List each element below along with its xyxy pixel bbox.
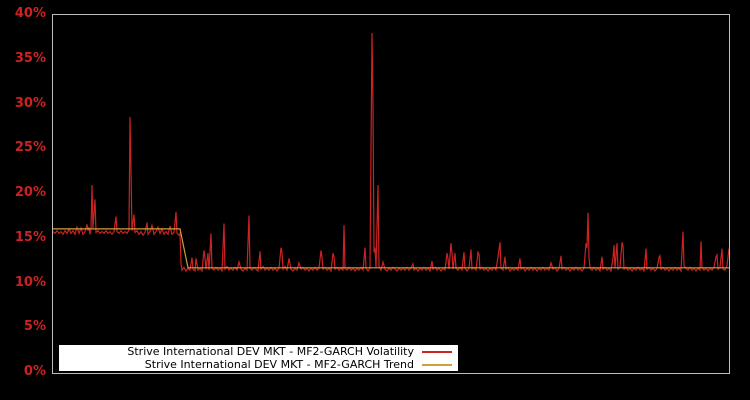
- legend-row-volatility: Strive International DEV MKT - MF2-GARCH…: [59, 345, 452, 358]
- y-axis-tick-label: 5%: [23, 319, 46, 335]
- y-axis-tick-label: 15%: [14, 229, 46, 245]
- y-axis-tick-label: 30%: [14, 95, 46, 111]
- plot-area: [52, 14, 730, 374]
- y-axis-tick-label: 20%: [14, 184, 46, 200]
- legend-box: Strive International DEV MKT - MF2-GARCH…: [59, 345, 458, 371]
- legend-label-volatility: Strive International DEV MKT - MF2-GARCH…: [127, 345, 414, 358]
- trend-line: [53, 228, 729, 269]
- legend-swatch: [422, 363, 452, 366]
- legend-swatch: [422, 350, 452, 353]
- legend-row-trend: Strive International DEV MKT - MF2-GARCH…: [59, 358, 452, 371]
- y-axis-tick-label: 10%: [14, 274, 46, 290]
- y-axis-tick-label: 40%: [14, 5, 46, 21]
- y-axis-tick-label: 35%: [14, 50, 46, 66]
- volatility-line: [53, 32, 729, 273]
- legend-label-trend: Strive International DEV MKT - MF2-GARCH…: [144, 358, 414, 371]
- chart-svg: [53, 32, 729, 273]
- y-axis-tick-label: 0%: [23, 363, 46, 379]
- y-axis-tick-label: 25%: [14, 140, 46, 156]
